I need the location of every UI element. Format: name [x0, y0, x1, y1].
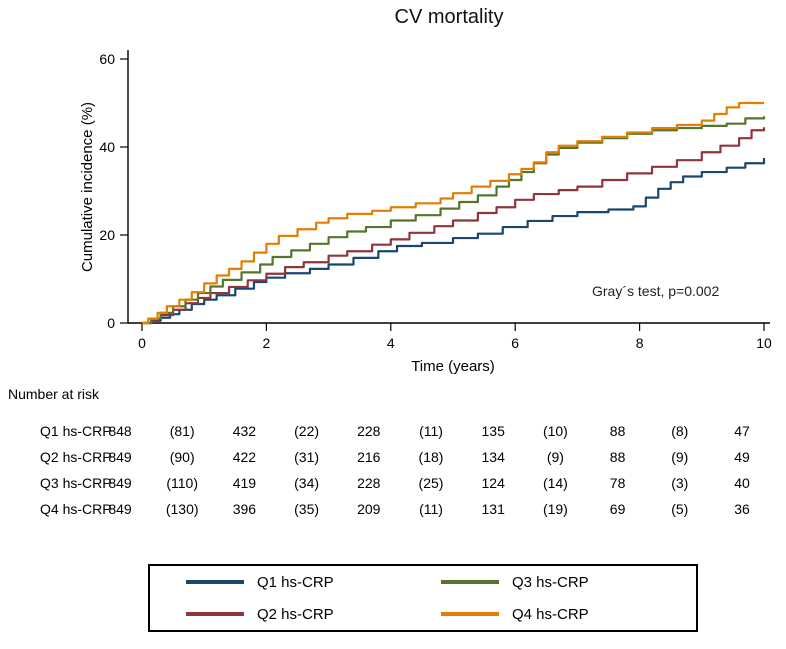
risk-cell: (11) — [419, 423, 443, 439]
y-tick-label: 60 — [99, 51, 115, 67]
x-tick-label: 2 — [263, 335, 271, 351]
legend-item-q3-hs-crp: Q3 hs-CRP — [441, 574, 696, 591]
curve-q3-hs-crp — [142, 116, 766, 325]
risk-cell: 40 — [734, 475, 750, 491]
x-axis-ticks: 0 2 4 6 8 10 — [138, 323, 772, 351]
grays-test-annotation: Gray´s test, p=0.002 — [592, 283, 719, 299]
x-tick-label: 6 — [511, 335, 519, 351]
y-tick-label: 20 — [99, 227, 115, 243]
risk-table-heading: Number at risk — [8, 386, 100, 402]
x-tick-label: 4 — [387, 335, 395, 351]
risk-cell: 849 — [108, 501, 132, 517]
risk-cell: 69 — [609, 501, 626, 517]
risk-row-q1-hs-crp: Q1 hs-CRP 848 (81) 432 (22) 228 (11) 135 (10) 88 (… — [0, 423, 786, 443]
risk-cell: 134 — [481, 449, 505, 465]
risk-cell: (110) — [166, 475, 199, 491]
risk-cell: 88 — [609, 449, 626, 465]
legend-label: Q1 hs-CRP — [257, 573, 334, 591]
risk-cell: (19) — [542, 501, 568, 517]
curve-q1-hs-crp — [142, 158, 766, 325]
legend-item-q2-hs-crp: Q2 hs-CRP — [186, 606, 441, 623]
risk-row-label: Q2 hs-CRP — [40, 449, 112, 465]
risk-cell: (35) — [294, 501, 320, 517]
y-axis-ticks: 0 20 40 60 — [99, 51, 128, 331]
legend-line-swatch — [441, 580, 499, 584]
cumulative-incidence-plot: 0 20 40 60 0 2 4 6 8 10 Time (years) Cumulative … — [79, 50, 772, 375]
legend-line-swatch — [441, 612, 499, 616]
risk-cell: 47 — [734, 423, 750, 439]
risk-cell: (34) — [294, 475, 320, 491]
risk-cell: 209 — [357, 501, 381, 517]
x-tick-label: 8 — [636, 335, 644, 351]
risk-cell: 228 — [357, 423, 381, 439]
legend-label: Q2 hs-CRP — [257, 605, 334, 623]
curve-q2-hs-crp — [142, 127, 766, 325]
risk-cell: 848 — [108, 423, 132, 439]
y-tick-label: 0 — [107, 315, 115, 331]
risk-cell: 396 — [232, 501, 257, 517]
legend-label: Q3 hs-CRP — [512, 573, 589, 591]
x-tick-label: 0 — [138, 335, 146, 351]
risk-cell: (8) — [671, 423, 689, 439]
legend-line-swatch — [186, 580, 244, 584]
risk-cell: 135 — [481, 423, 505, 439]
y-tick-label: 40 — [99, 139, 115, 155]
risk-cell: (14) — [542, 475, 568, 491]
risk-row-label: Q3 hs-CRP — [40, 475, 112, 491]
risk-cell: (5) — [671, 501, 689, 517]
risk-cell: 432 — [232, 423, 257, 439]
risk-cell: (90) — [169, 449, 195, 465]
legend-line-swatch — [186, 612, 244, 616]
risk-cell: 88 — [609, 423, 626, 439]
risk-cell: 228 — [357, 475, 381, 491]
risk-cell: 849 — [108, 475, 132, 491]
risk-cell: (10) — [542, 423, 568, 439]
x-tick-label: 10 — [756, 335, 772, 351]
risk-cell: (130) — [165, 501, 199, 517]
risk-cell: 849 — [108, 449, 132, 465]
risk-cell: 131 — [481, 501, 505, 517]
risk-cell: (3) — [671, 475, 689, 491]
legend-label: Q4 hs-CRP — [512, 605, 589, 623]
risk-cell: 216 — [357, 449, 381, 465]
legend-item-q1-hs-crp: Q1 hs-CRP — [186, 574, 441, 591]
survival-curves — [142, 101, 766, 325]
risk-cell: 36 — [734, 501, 750, 517]
risk-row-q3-hs-crp: Q3 hs-CRP 849 (110) 419 (34) 228 (25) 124 (14) 78… — [0, 475, 786, 495]
curve-q4-hs-crp — [142, 101, 764, 325]
risk-cell: 49 — [734, 449, 750, 465]
risk-cell: (81) — [169, 423, 195, 439]
risk-cell: (22) — [294, 423, 320, 439]
risk-cell: (9) — [671, 449, 689, 465]
risk-cell: (31) — [294, 449, 320, 465]
risk-cell: (9) — [546, 449, 564, 465]
risk-cell: (18) — [418, 449, 444, 465]
legend-item-q4-hs-crp: Q4 hs-CRP — [441, 606, 696, 623]
chart-title: CV mortality — [394, 6, 504, 28]
risk-cell: 78 — [609, 475, 626, 491]
y-axis-label: Cumulative incidence (%) — [79, 102, 96, 272]
risk-cell: 419 — [232, 475, 257, 491]
risk-cell: 422 — [232, 449, 257, 465]
x-axis-label: Time (years) — [411, 358, 495, 375]
risk-row-label: Q4 hs-CRP — [40, 501, 112, 517]
risk-row-q2-hs-crp: Q2 hs-CRP 849 (90) 422 (31) 216 (18) 134 (9) 88 (9… — [0, 449, 786, 469]
risk-cell: (11) — [419, 501, 443, 517]
risk-row-q4-hs-crp: Q4 hs-CRP 849 (130) 396 (35) 209 (11) 131 (19) 69… — [0, 501, 786, 521]
risk-row-label: Q1 hs-CRP — [40, 423, 112, 439]
risk-cell: (25) — [418, 475, 444, 491]
risk-cell: 124 — [481, 475, 505, 491]
legend: Q1 hs-CRP Q2 hs-CRP Q3 hs-CRP Q4 hs-CRP — [148, 564, 698, 632]
